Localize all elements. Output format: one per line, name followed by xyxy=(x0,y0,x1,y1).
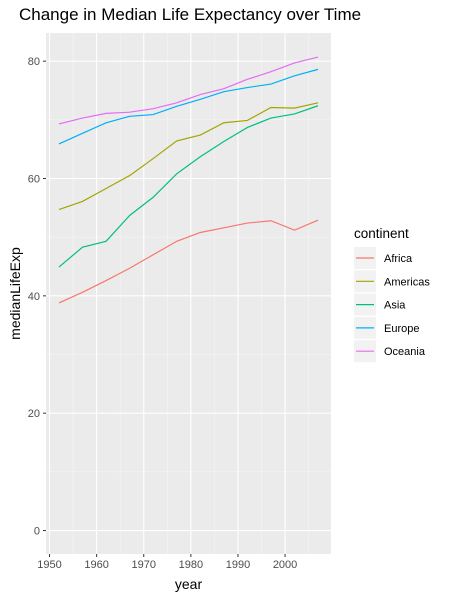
plot-panel xyxy=(46,33,331,554)
series-lines xyxy=(58,56,319,304)
chart-title: Change in Median Life Expectancy over Ti… xyxy=(19,5,361,24)
series-line-americas xyxy=(58,102,319,211)
x-axis-title: year xyxy=(175,576,203,592)
y-axis-title: medianLifeExp xyxy=(7,247,23,340)
series-line-asia xyxy=(58,105,319,268)
series-line-europe xyxy=(58,68,319,145)
x-tick-label: 1970 xyxy=(132,559,156,571)
legend-label-asia: Asia xyxy=(384,300,406,312)
y-tick-label: 20 xyxy=(28,408,40,420)
legend-label-europe: Europe xyxy=(384,323,419,335)
legend: continent Africa Americas Asia Europe Oceani… xyxy=(354,226,430,363)
x-axis: 1950 1960 1970 1980 1990 2000 xyxy=(37,554,297,571)
x-tick-label: 1950 xyxy=(37,559,61,571)
x-tick-label: 1980 xyxy=(179,559,203,571)
legend-label-americas: Americas xyxy=(384,276,430,288)
y-tick-label: 40 xyxy=(28,291,40,303)
x-tick-label: 1960 xyxy=(84,559,108,571)
x-tick-label: 2000 xyxy=(273,559,297,571)
legend-label-oceania: Oceania xyxy=(384,346,426,358)
legend-label-africa: Africa xyxy=(384,253,413,265)
y-axis: 0 20 40 60 80 xyxy=(28,56,46,538)
legend-title: continent xyxy=(354,226,409,241)
y-tick-label: 80 xyxy=(28,56,40,68)
y-tick-label: 0 xyxy=(34,526,40,538)
series-line-oceania xyxy=(58,56,319,125)
x-tick-label: 1990 xyxy=(226,559,250,571)
grid xyxy=(46,33,331,554)
series-line-africa xyxy=(58,219,319,304)
y-tick-label: 60 xyxy=(28,174,40,186)
